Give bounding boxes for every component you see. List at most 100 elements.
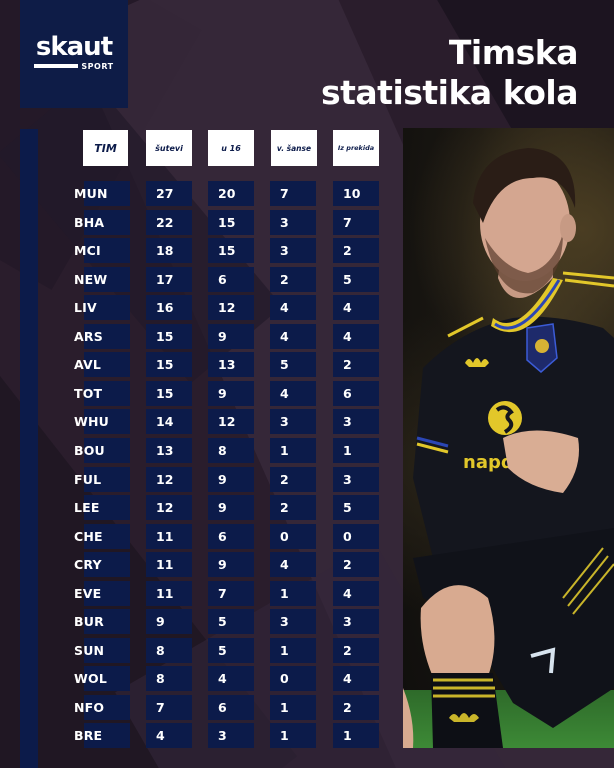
team-code: CRY — [74, 557, 102, 573]
set-pieces-cell: 4 — [333, 580, 379, 606]
in-box-cell: 9 — [208, 552, 254, 578]
team-code: BRE — [74, 728, 103, 744]
table-row: SUN 8 5 1 2 — [0, 637, 400, 663]
team-code: BOU — [74, 442, 105, 458]
in-box-cell: 9 — [208, 380, 254, 406]
set-pieces-cell: 2 — [333, 694, 379, 720]
team-code: MUN — [74, 186, 108, 201]
shots-cell: 9 — [146, 609, 192, 635]
big-chances-cell: 2 — [270, 466, 316, 492]
side-accent-bar — [20, 129, 38, 768]
team-cell-box — [84, 437, 130, 463]
team-code: MCI — [74, 243, 101, 259]
column-header-big-chances: v. šanse — [271, 130, 317, 166]
brand-sub-label: SPORT — [81, 61, 114, 71]
page-title: Timska statistika kola — [321, 33, 579, 113]
team-cell-box — [84, 523, 130, 549]
table-row: BRE 4 3 1 1 — [0, 723, 400, 749]
table-row: ARS 15 9 4 4 — [0, 323, 400, 349]
shots-cell: 22 — [146, 209, 192, 235]
big-chances-cell: 1 — [270, 694, 316, 720]
set-pieces-cell: 6 — [333, 380, 379, 406]
table-row: CHE 11 6 0 0 — [0, 523, 400, 549]
big-chances-cell: 1 — [270, 437, 316, 463]
team-cell-box — [84, 209, 130, 235]
shots-cell: 8 — [146, 637, 192, 663]
team-cell-box — [84, 266, 130, 292]
shots-cell: 14 — [146, 409, 192, 435]
in-box-cell: 9 — [208, 495, 254, 521]
team-cell-box — [84, 495, 130, 521]
team-code: LEE — [74, 500, 100, 516]
in-box-cell: 7 — [208, 580, 254, 606]
in-box-cell: 12 — [208, 409, 254, 435]
table-row: FUL 12 9 2 3 — [0, 466, 400, 492]
shots-cell: 17 — [146, 266, 192, 292]
in-box-cell: 15 — [208, 238, 254, 264]
brand-logo: skaut SPORT — [20, 0, 128, 108]
table-row: WOL 8 4 0 4 — [0, 666, 400, 692]
shots-cell: 11 — [146, 580, 192, 606]
shots-cell: 16 — [146, 295, 192, 321]
set-pieces-cell: 10 — [333, 181, 379, 206]
set-pieces-cell: 5 — [333, 266, 379, 292]
team-cell-box — [84, 409, 130, 435]
table-row: TOT 15 9 4 6 — [0, 380, 400, 406]
set-pieces-cell: 1 — [333, 723, 379, 749]
in-box-cell: 8 — [208, 437, 254, 463]
team-cell-box — [84, 295, 130, 321]
team-code: NEW — [74, 271, 108, 287]
team-cell-box — [84, 323, 130, 349]
team-code: SUN — [74, 642, 105, 658]
table-row: AVL 15 13 5 2 — [0, 352, 400, 378]
in-box-cell: 9 — [208, 466, 254, 492]
team-cell-box — [84, 637, 130, 663]
table-row: EVE 11 7 1 4 — [0, 580, 400, 606]
brand-sub: SPORT — [34, 62, 113, 71]
table-row: LIV 16 12 4 4 — [0, 295, 400, 321]
brand-name: skaut — [35, 31, 113, 62]
table-row: BUR 9 5 3 3 — [0, 609, 400, 635]
big-chances-cell: 1 — [270, 580, 316, 606]
column-header-team: TIM — [83, 130, 128, 166]
big-chances-cell: 5 — [270, 352, 316, 378]
team-code: WHU — [74, 414, 109, 430]
in-box-cell: 15 — [208, 209, 254, 235]
in-box-cell: 9 — [208, 323, 254, 349]
player-photo: napdr — [403, 128, 614, 748]
big-chances-cell: 2 — [270, 266, 316, 292]
set-pieces-cell: 2 — [333, 552, 379, 578]
team-code: NFO — [74, 699, 105, 715]
shots-cell: 13 — [146, 437, 192, 463]
shots-cell: 11 — [146, 523, 192, 549]
team-cell-box — [84, 466, 130, 492]
team-cell-box — [84, 552, 130, 578]
shots-cell: 18 — [146, 238, 192, 264]
set-pieces-cell: 3 — [333, 609, 379, 635]
in-box-cell: 6 — [208, 694, 254, 720]
big-chances-cell: 1 — [270, 723, 316, 749]
brand-underline — [34, 64, 79, 68]
set-pieces-cell: 5 — [333, 495, 379, 521]
shots-cell: 27 — [146, 181, 192, 206]
big-chances-cell: 3 — [270, 409, 316, 435]
team-code: BUR — [74, 614, 104, 630]
table-row: BHA 22 15 3 7 — [0, 209, 400, 235]
team-code: BHA — [74, 214, 105, 230]
set-pieces-cell: 0 — [333, 523, 379, 549]
big-chances-cell: 0 — [270, 523, 316, 549]
set-pieces-cell: 3 — [333, 409, 379, 435]
shots-cell: 12 — [146, 495, 192, 521]
shots-cell: 8 — [146, 666, 192, 692]
team-code: EVE — [74, 585, 102, 601]
big-chances-cell: 4 — [270, 380, 316, 406]
big-chances-cell: 4 — [270, 295, 316, 321]
set-pieces-cell: 2 — [333, 352, 379, 378]
set-pieces-cell: 2 — [333, 637, 379, 663]
set-pieces-cell: 1 — [333, 437, 379, 463]
table-row: MUN 27 20 7 10 — [0, 181, 400, 206]
team-cell-box — [84, 238, 130, 264]
team-cell-box — [84, 609, 130, 635]
team-cell-box — [84, 181, 130, 206]
team-cell-box — [84, 352, 130, 378]
